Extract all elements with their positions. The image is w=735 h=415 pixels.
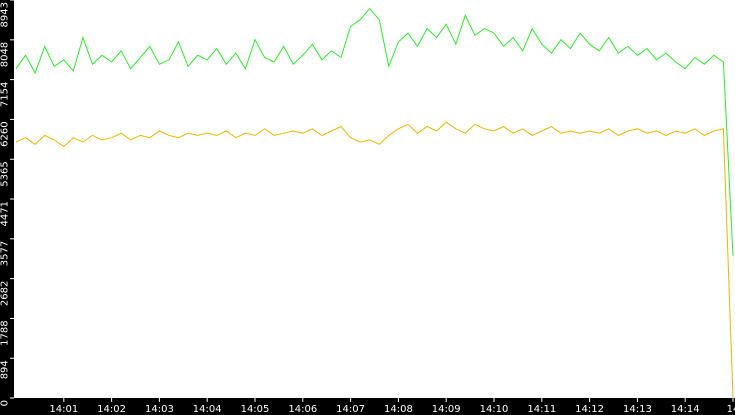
x-tick-label: 14:06 (288, 404, 317, 415)
y-tick-label: 2682 (0, 281, 10, 306)
x-tick-label: 14:13 (623, 404, 652, 415)
x-tick-label: 14:09 (432, 404, 461, 415)
x-tick-label: 14 (727, 404, 735, 415)
x-tick-label: 14:04 (193, 404, 222, 415)
x-tick-label: 14:07 (336, 404, 365, 415)
y-tick-label: 8048 (0, 42, 10, 67)
y-tick-label: 894 (0, 360, 10, 379)
x-tick-label: 14:14 (671, 404, 700, 415)
y-tick-label: 3577 (0, 241, 10, 266)
x-tick-label: 14:03 (145, 404, 174, 415)
y-tick-label: 7154 (0, 82, 10, 107)
plot-area (14, 0, 735, 398)
x-tick-label: 14:02 (97, 404, 126, 415)
y-tick-label: 5365 (0, 161, 10, 186)
y-tick-label: 8943 (0, 2, 10, 27)
x-tick-label: 14:12 (575, 404, 604, 415)
x-tick-label: 14:08 (384, 404, 413, 415)
y-tick-label: 0 (0, 400, 10, 406)
x-tick-label: 14:10 (480, 404, 509, 415)
y-tick-label: 4471 (0, 201, 10, 226)
y-tick-label: 6260 (0, 121, 10, 146)
x-tick-label: 14:11 (527, 404, 556, 415)
line (15, 7, 734, 256)
y-tick-label: 1788 (0, 320, 10, 345)
x-tick-label: 14:05 (241, 404, 270, 415)
x-tick-label: 14:01 (49, 404, 78, 415)
line (15, 121, 734, 399)
